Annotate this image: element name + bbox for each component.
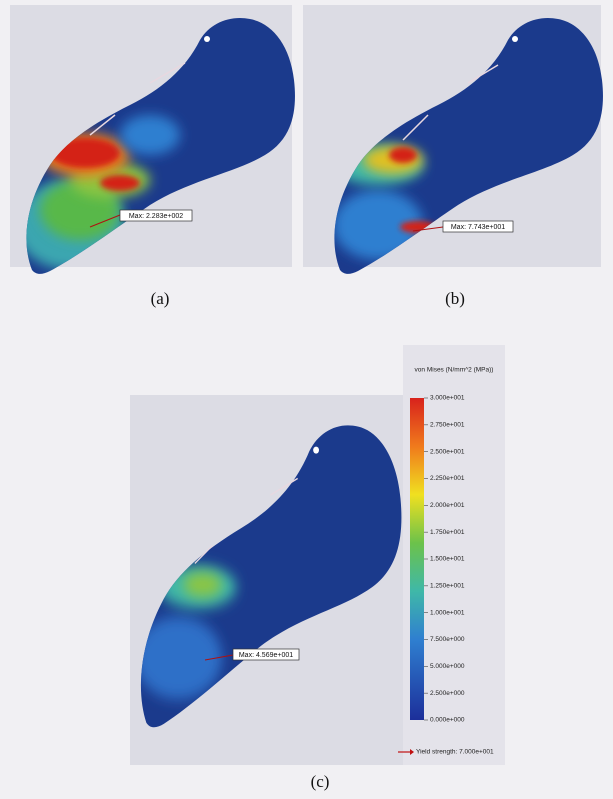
- colorbar-label: 3.000e+001: [430, 395, 465, 402]
- colorbar-label: 2.750e+001: [430, 422, 465, 429]
- colorbar-label: 1.000e+001: [430, 609, 465, 616]
- panel-label: (c): [311, 772, 330, 791]
- colorbar: [410, 398, 424, 720]
- yield-label: Yield strength: 7.000e+001: [416, 749, 494, 756]
- colorbar-label: 2.500e+000: [430, 690, 465, 697]
- colorbar-label: 1.250e+001: [430, 583, 465, 590]
- colorbar-label: 2.500e+001: [430, 448, 465, 455]
- colorbar-label: 1.500e+001: [430, 556, 465, 563]
- legend-title: von Mises (N/mm^2 (MPa)): [415, 367, 494, 374]
- colorbar-label: 2.250e+001: [430, 475, 465, 482]
- panel-label: (b): [445, 289, 465, 308]
- panel-label: (a): [151, 289, 170, 308]
- colorbar-label: 5.000e+000: [430, 663, 465, 670]
- figure: Max: 2.283e+002 (a) Max: 7.743e+001 (b): [0, 0, 613, 794]
- colorbar-label: 0.000e+000: [430, 717, 465, 724]
- max-label: Max: 2.283e+002: [129, 213, 183, 220]
- max-label: Max: 4.569e+001: [239, 652, 293, 659]
- max-label: Max: 7.743e+001: [451, 224, 505, 231]
- page: {"panels": [ {"label": "(a)", "max_label…: [0, 0, 613, 794]
- legend: von Mises (N/mm^2 (MPa)) Yield strength:…: [398, 345, 505, 765]
- colorbar-label: 1.750e+001: [430, 529, 465, 536]
- colorbar-label: 2.000e+001: [430, 502, 465, 509]
- colorbar-label: 7.500e+000: [430, 636, 465, 643]
